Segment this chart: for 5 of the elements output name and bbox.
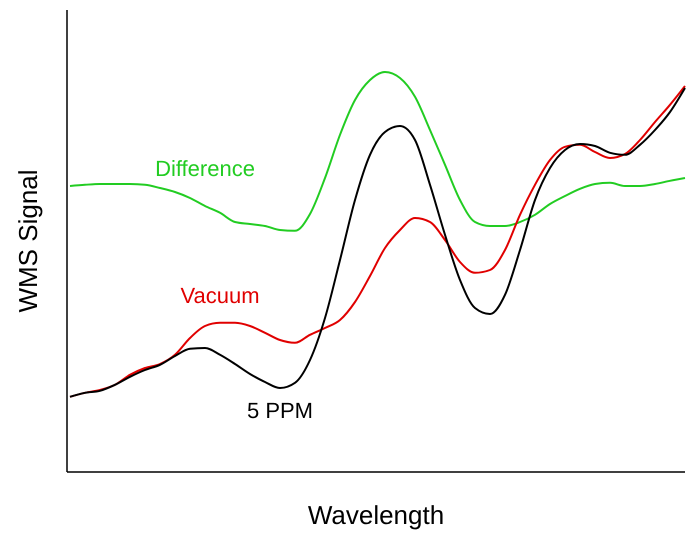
series-label: Vacuum: [180, 282, 260, 308]
series-label: 5 PPM: [246, 398, 314, 423]
x-axis-title: Wavelength: [308, 500, 444, 530]
series-label: Difference: [155, 156, 255, 181]
y-axis-title: WMS Signal: [13, 169, 43, 313]
